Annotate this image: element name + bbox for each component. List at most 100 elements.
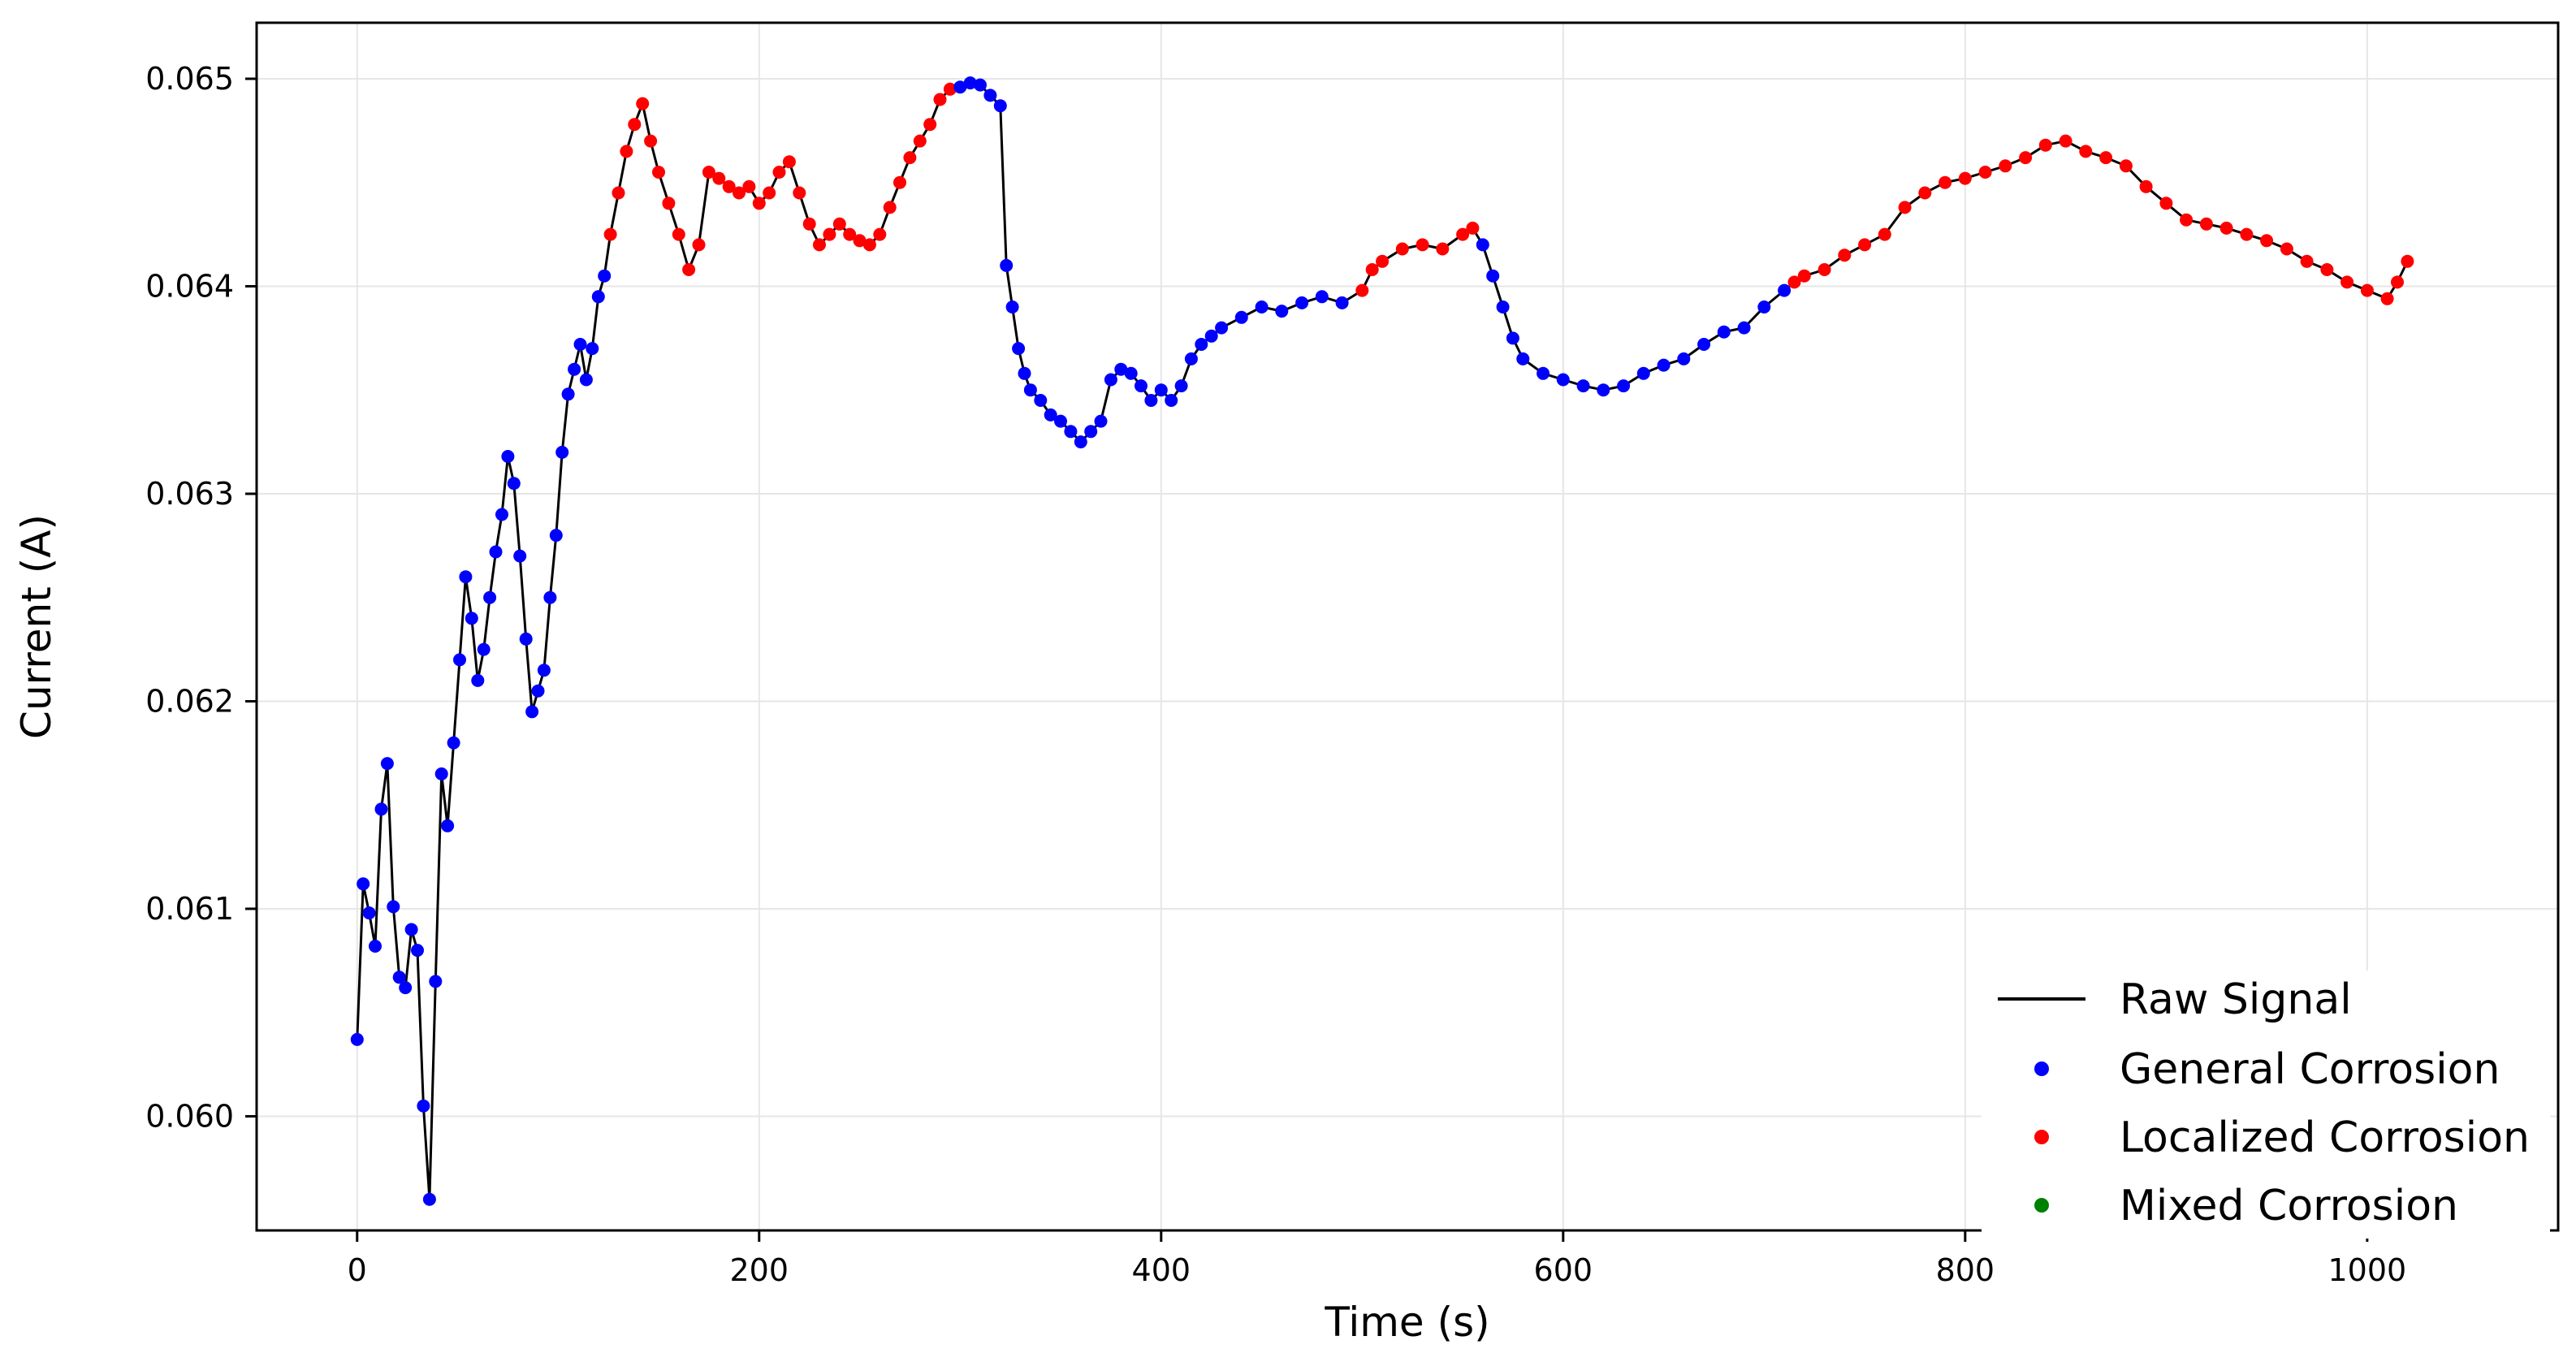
general-corrosion-point (586, 342, 599, 356)
general-corrosion-point (1275, 305, 1289, 318)
legend-mixed-corrosion-label: Mixed Corrosion (2120, 1182, 2458, 1230)
general-corrosion-point (1184, 352, 1198, 365)
localized-corrosion-point (1787, 275, 1801, 289)
localized-corrosion-point (2320, 263, 2334, 276)
localized-corrosion-point (793, 186, 806, 200)
data-points-layer (350, 76, 2414, 1206)
general-corrosion-point (1034, 394, 1048, 407)
localized-corrosion-point (712, 171, 726, 185)
localized-corrosion-point (1416, 238, 1429, 252)
localized-corrosion-point (628, 118, 642, 132)
general-corrosion-point (1144, 394, 1158, 407)
x-axis-ticks: 0 200 400 600 800 1000 (348, 1230, 2406, 1288)
localized-corrosion-point (2380, 292, 2394, 305)
localized-corrosion-point (873, 227, 887, 241)
general-corrosion-point (417, 1099, 430, 1113)
localized-corrosion-point (682, 263, 696, 276)
legend-localized-corrosion-label: Localized Corrosion (2120, 1113, 2530, 1162)
general-corrosion-point (1556, 373, 1570, 387)
general-corrosion-point (974, 78, 987, 92)
y-tick-label: 0.061 (145, 891, 234, 927)
general-corrosion-point (483, 590, 497, 604)
localized-corrosion-point (644, 134, 658, 148)
legend-mixed-corrosion-swatch (2034, 1198, 2049, 1213)
general-corrosion-point (519, 632, 533, 646)
y-tick-label: 0.065 (145, 61, 234, 97)
general-corrosion-point (531, 684, 545, 698)
y-tick-label: 0.063 (145, 476, 234, 512)
general-corrosion-point (573, 338, 587, 351)
raw-signal-line-layer (356, 81, 2409, 1201)
localized-corrosion-point (1878, 227, 1891, 241)
general-corrosion-point (525, 705, 539, 719)
localized-corrosion-point (1858, 238, 1872, 252)
general-corrosion-point (387, 900, 400, 914)
general-corrosion-point (1636, 366, 1650, 380)
localized-corrosion-point (1466, 221, 1480, 235)
plot-frame (255, 21, 2560, 1232)
general-corrosion-point (963, 76, 977, 90)
general-corrosion-point (374, 802, 388, 816)
general-corrosion-point (434, 767, 448, 780)
general-corrosion-point (953, 80, 967, 94)
general-corrosion-point (1215, 321, 1229, 335)
localized-corrosion-point (2391, 275, 2404, 289)
general-corrosion-point (357, 877, 370, 891)
localized-corrosion-point (742, 179, 756, 193)
localized-corrosion-point (2079, 145, 2093, 158)
general-corrosion-point (1697, 338, 1711, 351)
localized-corrosion-point (752, 197, 766, 210)
localized-corrosion-point (843, 227, 857, 241)
localized-corrosion-point (620, 145, 633, 158)
general-corrosion-point (1084, 425, 1098, 439)
general-corrosion-point (1476, 238, 1489, 252)
localized-corrosion-point (1365, 263, 1379, 276)
x-axis-label: Time (s) (1324, 1299, 1489, 1346)
general-corrosion-point (1104, 373, 1117, 387)
localized-corrosion-point (862, 238, 876, 252)
general-corrosion-point (362, 906, 376, 920)
general-corrosion-point (1717, 325, 1731, 339)
general-corrosion-point (489, 545, 503, 559)
localized-corrosion-point (2219, 221, 2233, 235)
general-corrosion-point (1064, 425, 1078, 439)
localized-corrosion-point (733, 186, 746, 200)
localized-corrosion-point (2099, 151, 2113, 165)
localized-corrosion-point (612, 186, 625, 200)
localized-corrosion-point (1978, 166, 1992, 179)
general-corrosion-point (1094, 414, 1108, 428)
y-tick-label: 0.062 (145, 683, 234, 719)
localized-corrosion-point (802, 217, 816, 231)
general-corrosion-point (543, 590, 557, 604)
y-tick-label: 0.064 (145, 268, 234, 304)
general-corrosion-point (441, 819, 455, 832)
general-corrosion-point (1154, 383, 1168, 397)
legend-localized-corrosion-swatch (2034, 1130, 2049, 1144)
y-axis-label: Current (A) (13, 514, 60, 739)
general-corrosion-point (1295, 296, 1309, 309)
general-corrosion-point (477, 642, 491, 656)
localized-corrosion-point (813, 238, 826, 252)
general-corrosion-point (549, 529, 563, 543)
localized-corrosion-point (763, 186, 776, 200)
general-corrosion-point (579, 373, 593, 387)
localized-corrosion-point (2360, 283, 2374, 297)
general-corrosion-point (513, 549, 527, 563)
localized-corrosion-point (662, 197, 676, 210)
general-corrosion-point (459, 570, 473, 584)
localized-corrosion-point (2260, 234, 2274, 248)
localized-corrosion-point (2059, 134, 2072, 148)
localized-corrosion-point (883, 201, 897, 214)
general-corrosion-point (993, 99, 1007, 113)
localized-corrosion-point (1999, 159, 2012, 173)
general-corrosion-point (1657, 358, 1671, 372)
general-corrosion-point (1023, 383, 1037, 397)
general-corrosion-point (1597, 383, 1610, 397)
general-corrosion-point (1496, 301, 1510, 313)
localized-corrosion-point (782, 155, 796, 169)
localized-corrosion-point (672, 227, 685, 241)
legend-general-corrosion-label: General Corrosion (2120, 1045, 2500, 1094)
general-corrosion-point (1114, 362, 1128, 376)
general-corrosion-point (465, 612, 478, 625)
